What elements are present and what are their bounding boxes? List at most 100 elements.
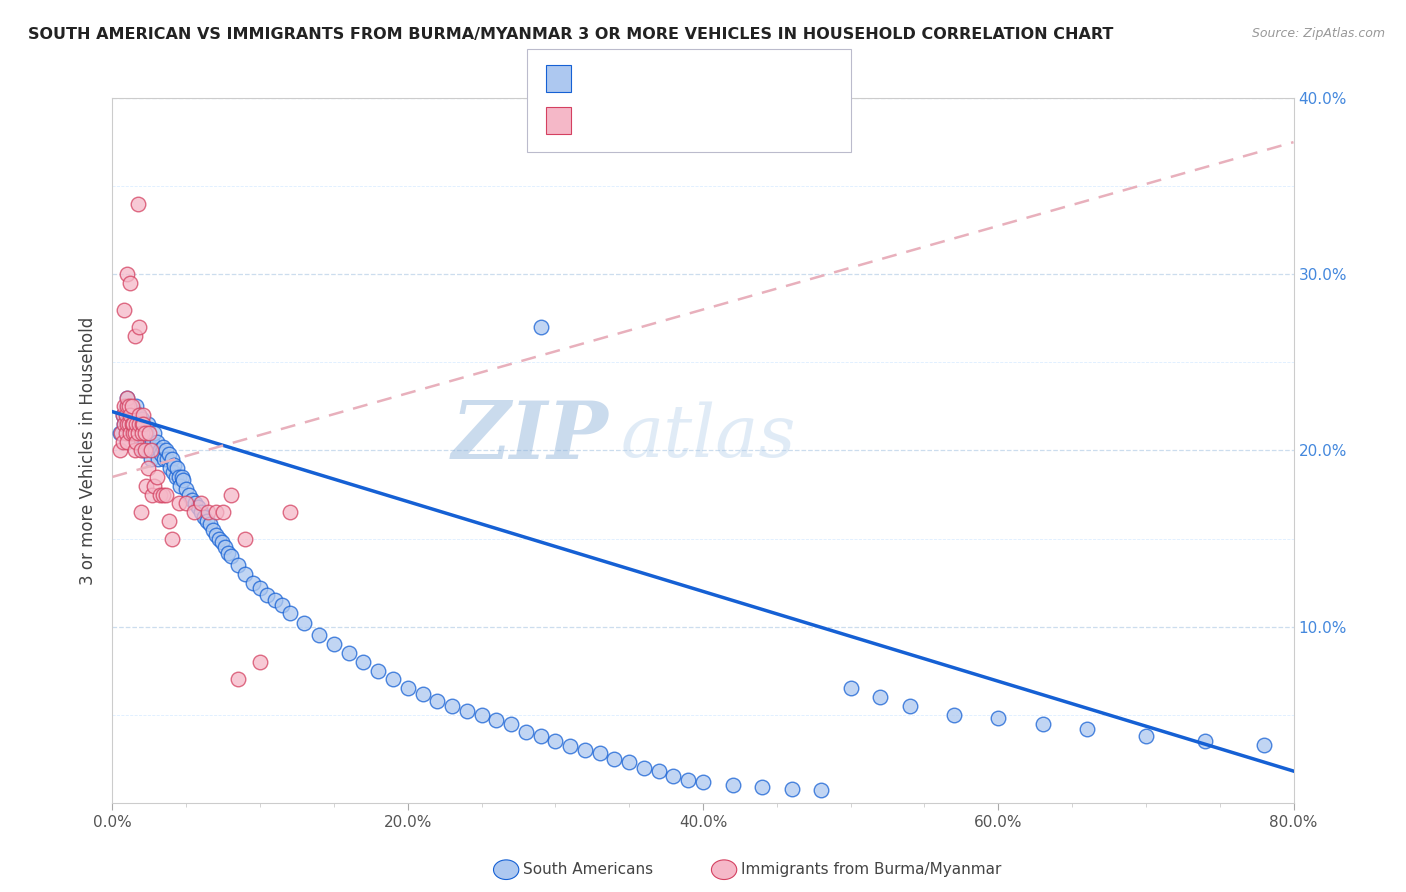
Point: [156, 452, 179, 467]
Point: [678, 772, 700, 787]
Point: [485, 713, 508, 727]
Point: [201, 523, 224, 537]
Point: [810, 783, 832, 797]
Point: [169, 478, 191, 492]
Point: [212, 505, 235, 519]
Point: [125, 417, 148, 431]
Point: [456, 704, 478, 718]
Point: [117, 400, 138, 414]
Point: [167, 496, 190, 510]
Point: [124, 425, 146, 440]
Point: [1032, 716, 1054, 731]
Point: [162, 465, 184, 479]
Point: [152, 440, 174, 454]
Point: [190, 505, 212, 519]
Point: [124, 405, 146, 419]
Point: [117, 417, 138, 431]
Point: [117, 391, 138, 405]
Point: [174, 496, 197, 510]
Point: [114, 408, 136, 422]
Point: [292, 616, 315, 631]
Point: [183, 505, 205, 519]
Point: [721, 778, 744, 792]
Point: [198, 517, 221, 532]
Point: [149, 487, 172, 501]
Point: [118, 408, 141, 422]
Text: -0.411: -0.411: [617, 70, 676, 87]
Point: [187, 500, 209, 514]
Point: [120, 425, 142, 440]
Point: [308, 628, 330, 642]
Point: [208, 532, 231, 546]
Point: [117, 400, 138, 414]
Point: [470, 707, 494, 722]
Point: [132, 417, 155, 431]
Point: [129, 417, 152, 431]
Point: [529, 729, 551, 743]
Text: N =: N =: [688, 112, 735, 129]
Point: [780, 781, 803, 796]
Point: [129, 443, 152, 458]
Point: [396, 681, 419, 696]
Point: [166, 461, 188, 475]
Point: [131, 425, 153, 440]
Point: [233, 566, 256, 581]
Point: [127, 425, 149, 440]
Point: [647, 764, 671, 778]
Point: [129, 505, 152, 519]
Point: [122, 429, 145, 443]
Text: Source: ZipAtlas.com: Source: ZipAtlas.com: [1251, 27, 1385, 40]
Point: [111, 434, 134, 449]
Point: [249, 581, 271, 595]
Point: [205, 505, 228, 519]
Point: [117, 434, 138, 449]
Text: Immigrants from Burma/Myanmar: Immigrants from Burma/Myanmar: [741, 863, 1001, 877]
Text: South Americans: South Americans: [523, 863, 654, 877]
Point: [987, 711, 1010, 725]
Text: SOUTH AMERICAN VS IMMIGRANTS FROM BURMA/MYANMAR 3 OR MORE VEHICLES IN HOUSEHOLD : SOUTH AMERICAN VS IMMIGRANTS FROM BURMA/…: [28, 27, 1114, 42]
Y-axis label: 3 or more Vehicles in Household: 3 or more Vehicles in Household: [79, 317, 97, 584]
Point: [111, 408, 134, 422]
Point: [226, 673, 249, 687]
Point: [155, 487, 177, 501]
Point: [214, 541, 236, 555]
Point: [588, 747, 610, 761]
Point: [138, 443, 160, 458]
Point: [122, 417, 145, 431]
Point: [146, 470, 169, 484]
Point: [131, 425, 153, 440]
Point: [278, 505, 301, 519]
Point: [141, 487, 163, 501]
Point: [160, 532, 183, 546]
Point: [120, 276, 142, 290]
Point: [143, 443, 166, 458]
Point: [118, 417, 141, 431]
Point: [157, 514, 180, 528]
Point: [160, 452, 183, 467]
Point: [127, 196, 149, 211]
Point: [323, 637, 346, 651]
Point: [132, 408, 155, 422]
Point: [142, 478, 165, 492]
Point: [121, 400, 143, 414]
Point: [942, 707, 965, 722]
Point: [120, 408, 142, 422]
Point: [271, 599, 294, 613]
Point: [110, 425, 132, 440]
Point: [112, 417, 135, 431]
Point: [165, 470, 187, 484]
Point: [1135, 729, 1157, 743]
Point: [122, 425, 145, 440]
Point: [112, 417, 135, 431]
Point: [190, 496, 212, 510]
Point: [124, 329, 146, 343]
Point: [159, 461, 181, 475]
Point: [662, 769, 685, 783]
Point: [128, 320, 150, 334]
Point: [367, 664, 389, 678]
Point: [441, 698, 464, 713]
Point: [139, 452, 162, 467]
Text: atlas: atlas: [620, 401, 796, 472]
Point: [337, 646, 360, 660]
Point: [163, 458, 186, 472]
